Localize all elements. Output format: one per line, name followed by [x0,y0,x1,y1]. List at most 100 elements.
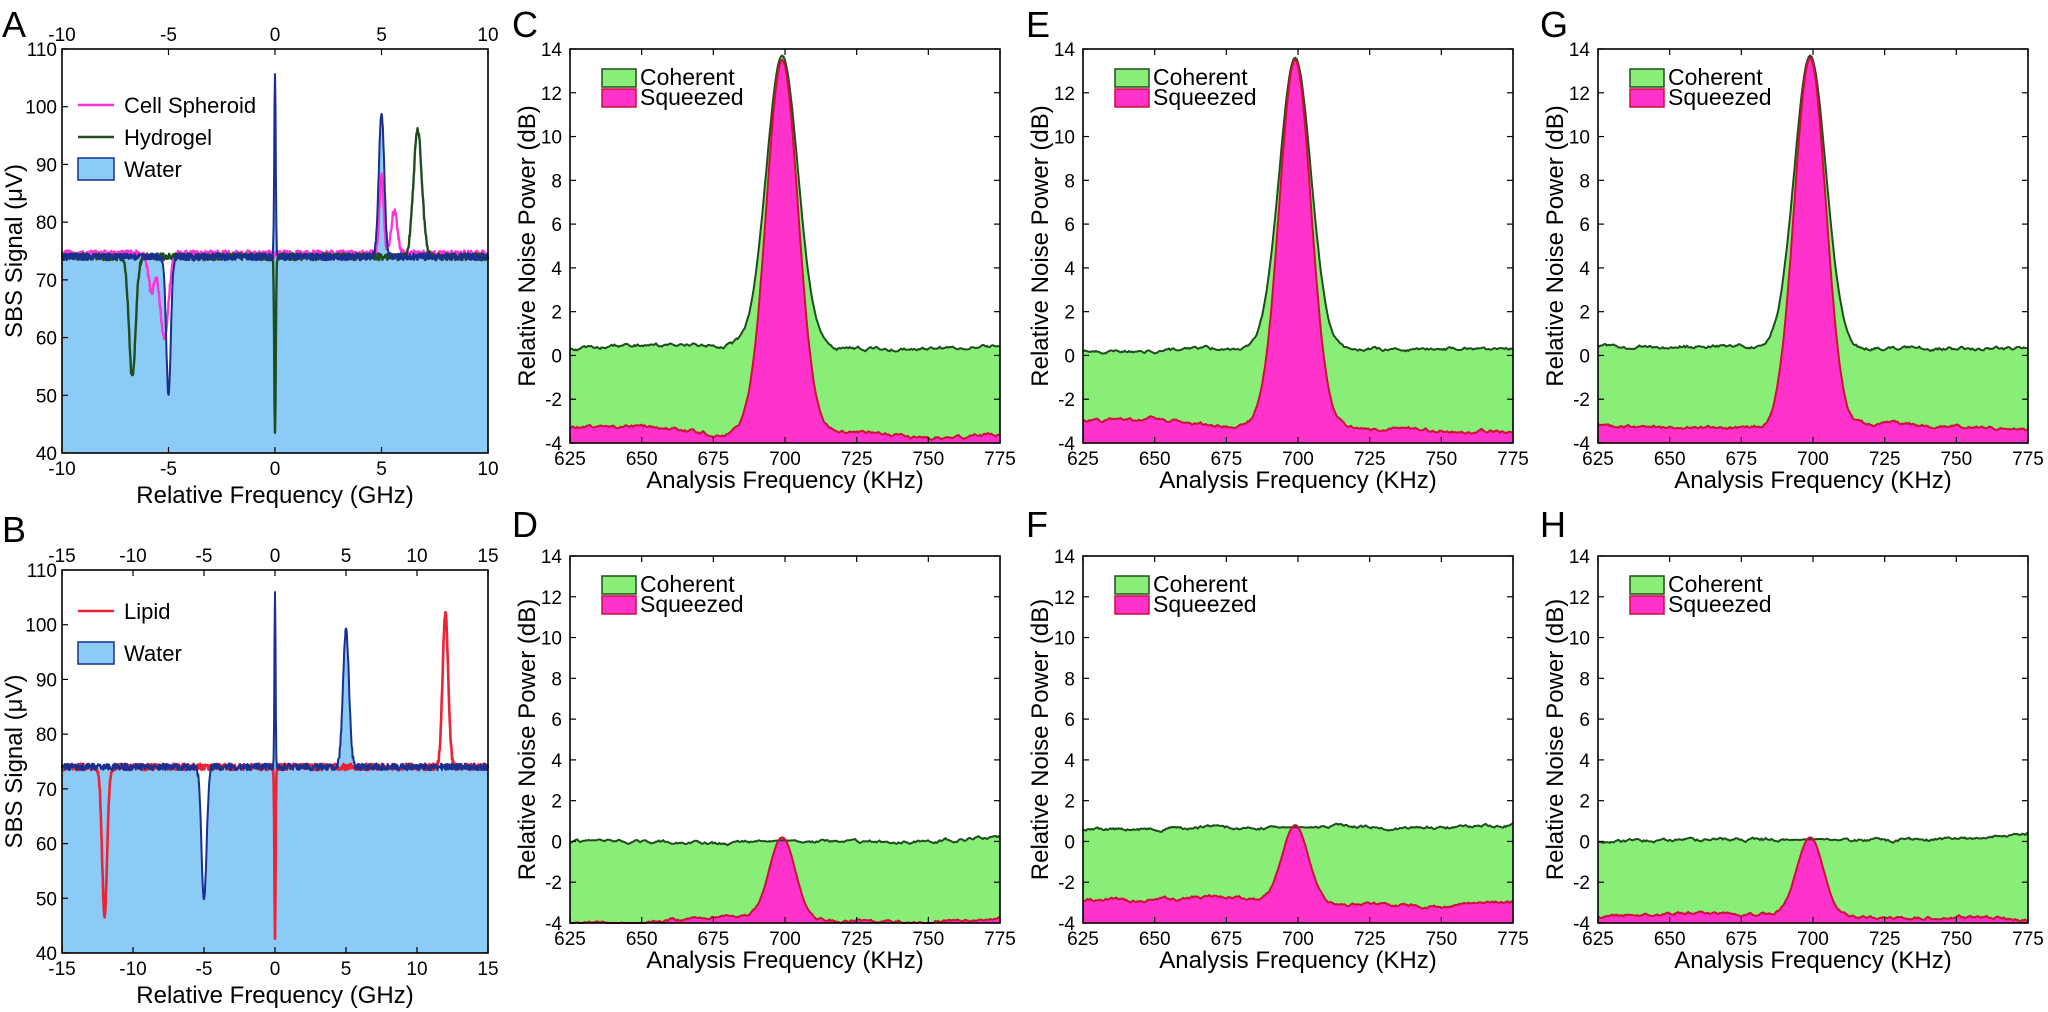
coherent-line [1597,54,2029,353]
top-tick-label: 5 [376,25,387,46]
y-tick-label: 6 [551,710,562,731]
y-tick-label: 90 [36,670,57,691]
y-tick-label: -2 [545,390,562,411]
y-tick-label: 14 [541,547,563,568]
legend-swatch-squeezed [1629,88,1665,108]
y-tick-label: 10 [1569,629,1590,650]
legend-label: Squeezed [1668,591,1772,617]
x-axis-label: Analysis Frequency (KHz) [1674,947,1951,974]
y-tick-label: 2 [551,303,562,324]
top-tick-label: 15 [477,546,498,567]
y-axis-label: Relative Noise Power (dB) [1027,599,1054,880]
y-tick-label: -4 [1573,434,1590,455]
x-tick-label: 775 [984,929,1016,950]
legend-swatch-squeezed [1629,595,1665,615]
y-tick-label: 6 [551,215,562,236]
panel-a: -10 -10 -5 -5 0 0 5 5 10 10 40 50 60 70 80 90 100 110 Rela… [1,4,499,509]
x-tick-label: -10 [119,959,146,980]
x-tick-label: 775 [2012,929,2044,950]
series-water-line [61,73,489,396]
x-tick-label: 5 [341,959,352,980]
y-tick-label: 100 [25,616,57,637]
legend-label: Water [124,157,182,182]
legend-label: Coherent [1153,571,1248,597]
y-tick-label: 0 [1579,346,1590,367]
panel-label: H [1540,504,1566,545]
y-tick-label: 4 [1579,751,1590,772]
x-tick-label: 750 [912,929,944,950]
x-axis-label: Analysis Frequency (KHz) [1159,947,1436,974]
y-tick-label: 0 [1064,832,1075,853]
y-axis-label: Relative Noise Power (dB) [514,599,541,880]
x-tick-label: 700 [1282,449,1314,470]
x-tick-label: 700 [1282,929,1314,950]
y-tick-label: 4 [551,259,562,280]
x-tick-label: 675 [1725,449,1757,470]
squeezed-line [1597,56,2029,432]
y-tick-label: 10 [541,629,562,650]
x-axis-label: Analysis Frequency (KHz) [1674,467,1951,494]
x-tick-label: 5 [376,459,387,480]
y-tick-label: 90 [36,155,57,176]
y-tick-label: -4 [545,434,562,455]
panel-b: -15 -15 -10 -10 -5 -5 0 0 5 5 10 10 15 15 40 50 60 70 80 90… [1,509,499,1009]
x-tick-label: 10 [406,959,427,980]
x-tick-label: 700 [1797,449,1829,470]
x-tick-label: -5 [160,459,177,480]
x-tick-label: 725 [841,929,873,950]
panel-g: 625 650 675 700 725 750 775 -4 -2 0 2 4 6 8 10 12 14 Anal… [1540,4,2044,494]
legend-label: Water [124,641,182,666]
legend-label: Lipid [124,599,170,624]
legend-swatch-squeezed [601,595,637,615]
x-tick-label: 775 [1497,449,1529,470]
panel-label: F [1026,504,1048,545]
top-tick-label: -5 [196,546,213,567]
y-tick-label: 40 [36,944,57,965]
legend-label: Squeezed [1153,591,1257,617]
x-tick-label: 15 [477,959,498,980]
top-tick-label: 0 [270,25,281,46]
legend-swatch-water [77,641,115,665]
y-tick-label: -4 [1058,914,1075,935]
x-tick-label: 675 [697,929,729,950]
y-tick-label: 2 [1579,792,1590,813]
x-axis-label: Relative Frequency (GHz) [136,982,413,1009]
y-axis-label: Relative Noise Power (dB) [514,105,541,386]
top-tick-label: -5 [160,25,177,46]
y-tick-label: 14 [1054,40,1076,61]
plots-layer: -10-10-5-500551010405060708090100110Rela… [1,4,2044,1009]
x-tick-label: 625 [1067,929,1099,950]
y-tick-label: 14 [1569,40,1591,61]
y-axis-label: SBS Signal (μV) [1,164,28,338]
x-tick-label: 775 [1497,929,1529,950]
x-tick-label: 750 [1425,929,1457,950]
legend-label: Coherent [1668,64,1763,90]
x-tick-label: 725 [1354,929,1386,950]
x-tick-label: 775 [2012,449,2044,470]
legend-label: Coherent [640,64,735,90]
legend-swatch-coherent [601,68,637,88]
x-axis-label: Relative Frequency (GHz) [136,482,413,509]
x-tick-label: 650 [626,449,658,470]
y-tick-label: 2 [1579,303,1590,324]
squeezed-area [1598,837,2028,923]
y-axis-label: Relative Noise Power (dB) [1027,105,1054,386]
x-tick-label: 650 [1654,449,1686,470]
series-hydrogel-line [60,126,490,434]
panel-label: G [1540,4,1568,45]
x-tick-label: 725 [1869,929,1901,950]
legend-label: Cell Spheroid [124,93,256,118]
y-tick-label: 70 [36,271,57,292]
y-tick-label: 80 [36,213,57,234]
top-tick-label: 10 [406,546,427,567]
y-tick-label: -2 [1058,873,1075,894]
x-tick-label: 650 [626,929,658,950]
x-tick-label: 10 [477,459,498,480]
y-tick-label: 4 [1579,259,1590,280]
legend-swatch-coherent [1629,68,1665,88]
y-tick-label: 110 [27,40,57,61]
y-tick-label: 8 [551,171,562,192]
legend-label: Squeezed [640,84,744,110]
x-tick-label: 675 [1725,929,1757,950]
